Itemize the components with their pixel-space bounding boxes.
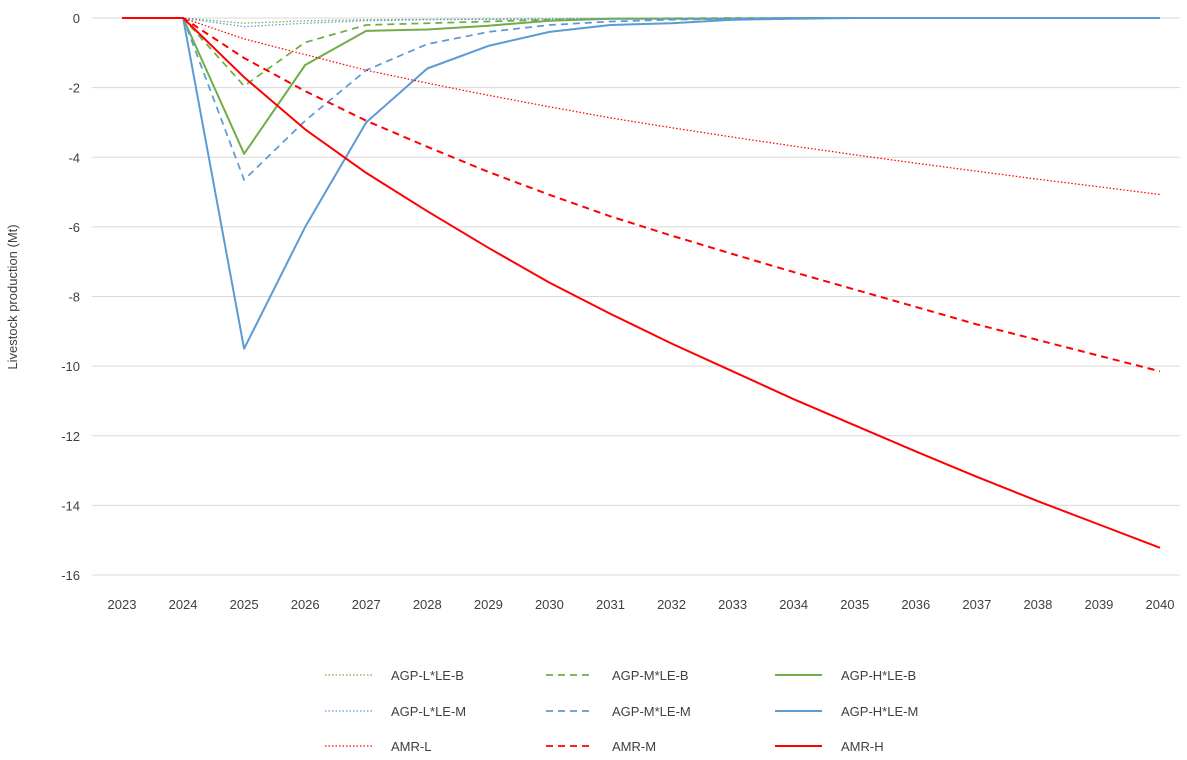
legend-label: AGP-L*LE-B xyxy=(391,668,464,683)
gridlines xyxy=(92,17,1180,576)
legend-label: AGP-H*LE-B xyxy=(841,668,916,683)
legend-label: AMR-L xyxy=(391,739,431,754)
x-tick-label: 2038 xyxy=(1023,597,1052,612)
legend-label: AGP-L*LE-M xyxy=(391,704,466,719)
y-tick-label: -10 xyxy=(61,359,80,374)
y-axis-tick-labels: 0 -2 -4 -6 -8 -10 -12 -14 -16 xyxy=(61,11,80,583)
x-tick-label: 2024 xyxy=(169,597,198,612)
legend-label: AGP-M*LE-M xyxy=(612,704,691,719)
y-tick-label: -6 xyxy=(68,220,80,235)
series-lines xyxy=(122,17,1161,549)
series-line-agp-m-le-m xyxy=(122,17,1160,181)
x-tick-label: 2039 xyxy=(1084,597,1113,612)
legend-label: AGP-H*LE-M xyxy=(841,704,918,719)
x-tick-label: 2035 xyxy=(840,597,869,612)
x-tick-label: 2034 xyxy=(779,597,808,612)
series-line-amr-m xyxy=(122,17,1161,373)
y-tick-label: 0 xyxy=(73,11,80,26)
x-tick-label: 2040 xyxy=(1146,597,1175,612)
x-tick-label: 2032 xyxy=(657,597,686,612)
y-tick-label: -8 xyxy=(68,290,80,305)
x-tick-label: 2025 xyxy=(230,597,259,612)
x-tick-label: 2036 xyxy=(901,597,930,612)
legend-label: AGP-M*LE-B xyxy=(612,668,689,683)
x-tick-label: 2026 xyxy=(291,597,320,612)
y-tick-label: -12 xyxy=(61,429,80,444)
x-tick-label: 2023 xyxy=(108,597,137,612)
series-line-amr-h xyxy=(122,17,1161,549)
x-tick-label: 2029 xyxy=(474,597,503,612)
x-tick-label: 2030 xyxy=(535,597,564,612)
x-tick-label: 2028 xyxy=(413,597,442,612)
x-tick-label: 2031 xyxy=(596,597,625,612)
legend: AGP-L*LE-B AGP-M*LE-B AGP-H*LE-B AGP-L*LE-M… xyxy=(325,668,918,754)
y-axis-label: Livestock production (Mt) xyxy=(5,224,20,369)
x-axis-tick-labels: 2023 2024 2025 2026 2027 2028 2029 2030 2031 2032… xyxy=(108,597,1175,612)
y-tick-label: -14 xyxy=(61,498,80,513)
y-tick-label: -16 xyxy=(61,568,80,583)
x-tick-label: 2037 xyxy=(962,597,991,612)
series-line-agp-h-le-b xyxy=(122,17,1160,155)
legend-label: AMR-M xyxy=(612,739,656,754)
y-tick-label: -4 xyxy=(68,150,80,165)
x-tick-label: 2033 xyxy=(718,597,747,612)
legend-label: AMR-H xyxy=(841,739,884,754)
series-line-agp-h-le-m xyxy=(122,17,1160,350)
y-tick-label: -2 xyxy=(68,81,80,96)
x-tick-label: 2027 xyxy=(352,597,381,612)
